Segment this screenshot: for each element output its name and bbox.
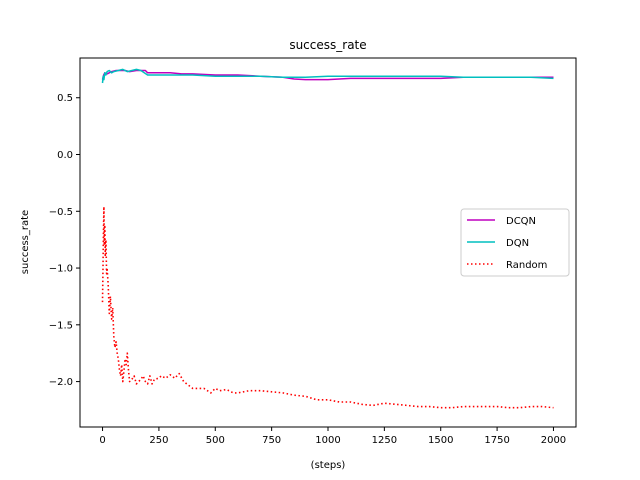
y-tick-label: −1.0 — [49, 264, 73, 275]
x-tick-label: 1000 — [315, 435, 340, 446]
x-tick-label: 500 — [206, 435, 225, 446]
x-tick-label: 1750 — [484, 435, 509, 446]
legend-frame — [460, 208, 570, 277]
legend: DCQN DQN Random — [460, 208, 570, 277]
y-tick-label: −2.0 — [49, 377, 73, 388]
series-line-random — [101, 205, 554, 409]
x-axis-title: (steps) — [311, 460, 346, 471]
x-tick-label: 2000 — [541, 435, 566, 446]
x-tick-label: 1500 — [428, 435, 453, 446]
y-axis-title: success_rate — [20, 210, 31, 274]
legend-label-random: Random — [506, 260, 547, 271]
y-tick-label: −0.5 — [49, 207, 73, 218]
x-tick-label: 0 — [99, 435, 105, 446]
x-tick-label: 1250 — [372, 435, 397, 446]
legend-label-dqn: DQN — [506, 238, 529, 249]
x-tick-label: 750 — [262, 435, 281, 446]
x-axis: 0 250 500 750 1000 1250 1500 1750 2000 — [99, 427, 566, 446]
y-tick-label: 0.0 — [57, 150, 73, 161]
series-line-dqn — [101, 68, 554, 84]
chart-title: success_rate — [289, 38, 366, 52]
x-tick-label: 250 — [149, 435, 168, 446]
y-tick-label: −1.5 — [49, 320, 73, 331]
plot-area — [101, 68, 554, 409]
y-tick-label: 0.5 — [57, 93, 73, 104]
legend-label-dcqn: DCQN — [506, 216, 536, 227]
y-axis: 0.5 0.0 −0.5 −1.0 −1.5 −2.0 — [49, 93, 80, 388]
